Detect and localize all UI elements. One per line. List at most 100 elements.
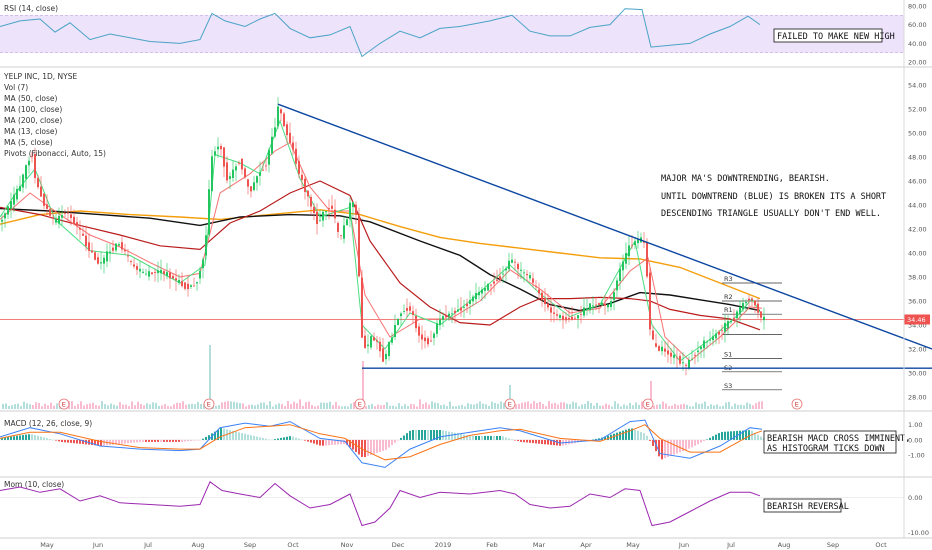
candle-body bbox=[148, 271, 150, 277]
time-tick-label: Jun bbox=[92, 541, 103, 549]
macd-hist-bar bbox=[52, 439, 54, 441]
candle-body bbox=[667, 350, 669, 355]
volume-bar bbox=[311, 405, 313, 409]
candle-body bbox=[49, 208, 51, 216]
macd-hist-bar bbox=[751, 430, 753, 440]
candle-body bbox=[610, 301, 612, 307]
macd-hist-bar bbox=[550, 439, 552, 445]
candle-body bbox=[43, 193, 45, 206]
macd-hist-bar bbox=[148, 439, 150, 442]
macd-hist-bar bbox=[34, 435, 36, 440]
mom-note-box: BEARISH REVERSAL bbox=[763, 498, 849, 513]
candle-body bbox=[160, 269, 162, 274]
rsi-tick-label: 60.00 bbox=[908, 21, 927, 29]
candle-body bbox=[370, 336, 372, 348]
candle-body bbox=[184, 282, 186, 289]
macd-hist-bar bbox=[238, 432, 240, 440]
volume-bar bbox=[704, 401, 706, 409]
price-tick-label: 28.00 bbox=[908, 394, 927, 402]
volume-bar bbox=[671, 405, 673, 409]
candle-body bbox=[268, 149, 270, 165]
volume-bar bbox=[491, 401, 493, 409]
volume-bar bbox=[107, 405, 109, 409]
earnings-marker-label: E bbox=[795, 401, 799, 409]
time-tick-label: Oct bbox=[875, 541, 887, 549]
candle-body bbox=[391, 337, 393, 343]
volume-bar bbox=[710, 404, 712, 409]
candle-body bbox=[394, 325, 396, 337]
volume-bar bbox=[167, 406, 169, 409]
rsi-pane[interactable]: RSI (14, close) 80.00 60.00 40.00 20.00 FAI… bbox=[0, 2, 927, 67]
candle-body bbox=[130, 261, 132, 263]
macd-hist-bar bbox=[520, 439, 522, 442]
volume-bar bbox=[83, 405, 85, 409]
macd-hist-bar bbox=[169, 439, 171, 442]
volume-bar bbox=[38, 402, 40, 409]
volume-bar bbox=[395, 406, 397, 409]
ma200-line bbox=[0, 209, 761, 300]
candle-body bbox=[202, 259, 204, 269]
macd-hist-bar bbox=[706, 439, 708, 440]
candle-body bbox=[406, 308, 408, 311]
momentum-pane[interactable]: Mom (10, close) 0.00 -10.00 BEARISH REVER… bbox=[0, 480, 929, 537]
volume-bar bbox=[719, 406, 721, 409]
macd-hist-bar bbox=[745, 430, 747, 440]
candle-body bbox=[235, 166, 237, 171]
macd-hist-bar bbox=[493, 435, 495, 440]
macd-pane[interactable]: MACD (12, 26, close, 9) 1.00 0.00 -1.00 BE… bbox=[0, 419, 925, 468]
volume-bar bbox=[161, 405, 163, 409]
macd-hist-bar bbox=[346, 439, 348, 445]
macd-hist-bar bbox=[403, 435, 405, 440]
macd-hist-bar bbox=[277, 438, 279, 440]
momentum-line bbox=[0, 481, 761, 527]
legend-pivots: Pivots (Fibonacci, Auto, 15) bbox=[4, 149, 106, 158]
candle-body bbox=[571, 316, 573, 320]
macd-hist-bar bbox=[145, 439, 147, 442]
volume-bar bbox=[518, 403, 520, 409]
macd-hist-bar bbox=[178, 439, 180, 442]
macd-hist-bar bbox=[112, 439, 114, 445]
candle-body bbox=[580, 313, 582, 315]
macd-hist-bar bbox=[667, 439, 669, 457]
candle-body bbox=[724, 323, 726, 332]
candle-body bbox=[466, 303, 468, 307]
volume-bar bbox=[266, 405, 268, 409]
volume-bar bbox=[377, 404, 379, 409]
candle-body bbox=[133, 264, 135, 267]
volume-bar bbox=[680, 404, 682, 409]
macd-hist-bar bbox=[352, 439, 354, 450]
earnings-marker-label: E bbox=[358, 401, 362, 409]
candle-body bbox=[121, 242, 123, 250]
volume-bar bbox=[605, 403, 607, 409]
volume-bar bbox=[398, 403, 400, 409]
macd-hist-bar bbox=[40, 436, 42, 440]
candle-body bbox=[34, 154, 36, 178]
candle-body bbox=[685, 364, 687, 366]
volume-bar bbox=[155, 402, 157, 409]
macd-hist-bar bbox=[505, 437, 507, 440]
time-tick-label: Jun bbox=[678, 541, 689, 549]
macd-hist-bar bbox=[490, 435, 492, 440]
volume-bar bbox=[8, 405, 10, 409]
earnings-marker-label: E bbox=[62, 401, 66, 409]
volume-bar bbox=[686, 404, 688, 409]
candle-body bbox=[676, 357, 678, 359]
candle-body bbox=[736, 311, 738, 319]
candle-body bbox=[628, 245, 630, 257]
volume-bar bbox=[239, 403, 241, 409]
macd-histogram bbox=[1, 428, 765, 460]
candle-body bbox=[115, 243, 117, 251]
volume-bar bbox=[131, 401, 133, 409]
volume-bar bbox=[56, 403, 58, 409]
candle-body bbox=[397, 318, 399, 326]
volume-bar bbox=[209, 345, 211, 409]
volume-bar bbox=[428, 404, 430, 409]
last-price-tag: 34.46 bbox=[904, 314, 930, 325]
volume-bar bbox=[32, 405, 34, 409]
last-price-value: 34.46 bbox=[907, 316, 926, 324]
candle-body bbox=[538, 289, 540, 294]
macd-hist-bar bbox=[73, 439, 75, 444]
